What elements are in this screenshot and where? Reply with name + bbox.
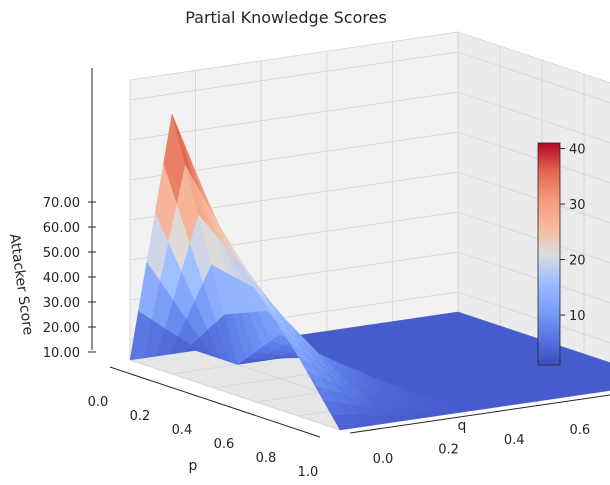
z-tick-label: 50.00 xyxy=(43,246,80,261)
y-tick-label: 0.6 xyxy=(569,423,590,438)
z-tick-label: 40.00 xyxy=(43,271,80,286)
grid-line xyxy=(129,211,610,264)
z-tick-label: 70.00 xyxy=(43,196,80,211)
x-axis-label: p xyxy=(189,458,198,474)
y-tick-label: 0.0 xyxy=(373,452,394,467)
x-tick-label: 0.0 xyxy=(88,395,109,410)
grid-line xyxy=(129,91,610,144)
z-axis-label: Attacker Score xyxy=(6,233,36,336)
colorbar-tick-label: 40 xyxy=(569,143,586,158)
x-tick-label: 0.2 xyxy=(130,409,151,424)
colorbar-tick-label: 10 xyxy=(569,309,586,324)
colorbar-gradient xyxy=(537,142,561,366)
colorbar-ticks: 10 20 30 40 xyxy=(560,143,586,324)
x-tick-label: 0.4 xyxy=(172,423,193,438)
grid-line xyxy=(129,131,610,184)
axis-lines xyxy=(91,68,610,438)
z-tick-label: 10.00 xyxy=(43,346,80,361)
grid-line xyxy=(129,51,610,104)
colorbar-tick-label: 20 xyxy=(569,254,586,269)
z-tick-label: 60.00 xyxy=(43,221,80,236)
y-axis-label: q xyxy=(458,418,467,434)
z-tick-label: 30.00 xyxy=(43,296,80,311)
chart-title: Partial Knowledge Scores xyxy=(185,8,387,27)
tick-labels: 0.00.20.40.60.81.00.00.20.40.60.81.010.0… xyxy=(43,196,590,480)
x-tick-label: 1.0 xyxy=(298,465,319,480)
y-axis-line xyxy=(349,394,610,434)
surface-facet xyxy=(331,415,354,431)
z-tick-label: 20.00 xyxy=(43,321,80,336)
x-tick-label: 0.6 xyxy=(214,437,235,452)
x-tick-label: 0.8 xyxy=(256,451,277,466)
colorbar-tick-label: 30 xyxy=(569,198,586,213)
colorbar: 10 20 30 40 xyxy=(537,142,586,366)
grid-line xyxy=(129,171,610,224)
y-tick-label: 0.4 xyxy=(504,433,525,448)
y-tick-label: 0.2 xyxy=(438,442,459,457)
grid-line xyxy=(129,359,341,431)
x-axis-line xyxy=(109,366,321,438)
surface-mesh xyxy=(129,113,610,431)
